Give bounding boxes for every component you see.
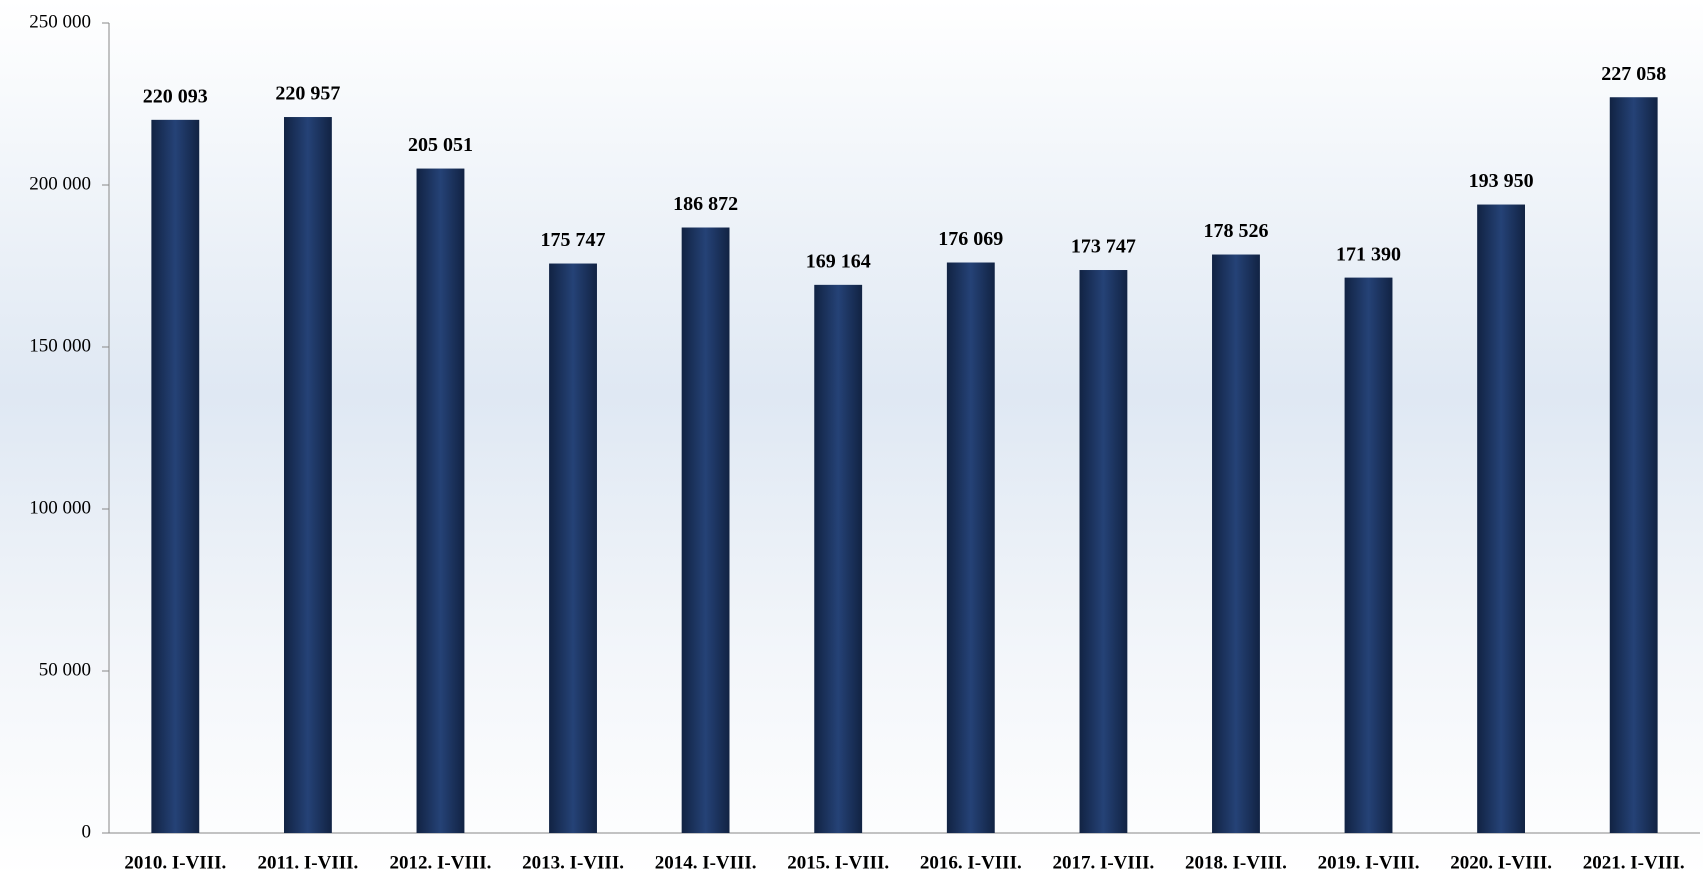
x-tick-label: 2015. I-VIII. [787,852,889,873]
bar-shade [1212,254,1260,834]
value-label: 178 526 [1203,220,1268,242]
bar-shade [814,284,863,833]
bar-shade [151,119,200,833]
value-label: 205 051 [408,134,473,156]
x-tick-label: 2018. I-VIII. [1185,852,1287,873]
y-tick-label: 100 000 [29,497,91,518]
y-tick-label: 200 000 [29,173,91,194]
x-tick-label: 2013. I-VIII. [522,852,624,873]
y-tick-label: 250 000 [29,11,91,32]
value-label: 169 164 [806,251,871,273]
x-tick-label: 2020. I-VIII. [1450,852,1552,873]
x-tick-label: 2019. I-VIII. [1318,852,1420,873]
bar-shade [416,168,465,833]
y-tick-label: 0 [82,821,92,842]
x-tick-label: 2011. I-VIII. [257,852,358,873]
y-tick-label: 150 000 [29,335,91,356]
value-label: 220 093 [143,85,208,107]
value-label: 220 957 [275,83,340,105]
bar-shade [1079,270,1128,834]
x-tick-label: 2010. I-VIII. [124,852,226,873]
x-tick-label: 2012. I-VIII. [390,852,492,873]
bar-shade [946,262,995,833]
bar-shade [1344,277,1393,833]
value-label: 176 069 [938,228,1003,250]
bar-shade [681,227,730,833]
y-tick-label: 50 000 [39,659,91,680]
value-label: 193 950 [1469,170,1534,192]
bar-shade [1609,97,1658,833]
x-tick-label: 2016. I-VIII. [920,852,1022,873]
x-tick-label: 2021. I-VIII. [1583,852,1685,873]
bar-shade [549,263,597,833]
bar-shade [284,117,332,834]
x-tick-label: 2014. I-VIII. [655,852,757,873]
value-label: 186 872 [673,193,738,215]
value-label: 173 747 [1071,236,1136,258]
value-label: 171 390 [1336,243,1401,265]
value-label: 227 058 [1601,63,1666,85]
value-label: 175 747 [541,229,606,251]
x-tick-label: 2017. I-VIII. [1052,852,1154,873]
bar-shade [1477,204,1525,834]
